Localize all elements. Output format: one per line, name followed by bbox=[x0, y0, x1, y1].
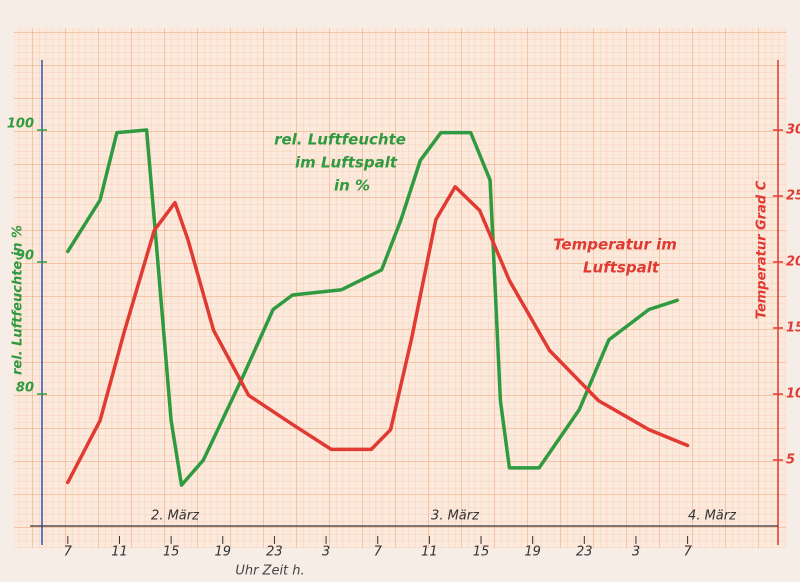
x-tick-label: 7 bbox=[683, 545, 692, 560]
x-tick-label: 7 bbox=[374, 545, 383, 560]
annotation: Temperatur im bbox=[553, 236, 677, 254]
y-tick-label: 90 bbox=[16, 249, 34, 264]
date-label: 3. März bbox=[431, 509, 480, 524]
grid-paper bbox=[14, 28, 786, 548]
y2-tick-label: 10 bbox=[786, 387, 800, 402]
x-tick-label: 11 bbox=[111, 545, 128, 560]
x-tick-label: 23 bbox=[266, 545, 283, 560]
x-axis-label: Uhr Zeit h. bbox=[235, 564, 304, 579]
series-line bbox=[66, 128, 680, 487]
x-tick-label: 23 bbox=[576, 545, 593, 560]
annotation: rel. Luftfeuchte bbox=[274, 131, 406, 149]
date-label: 2. März bbox=[151, 509, 200, 524]
x-tick-label: 19 bbox=[524, 545, 541, 560]
annotation: Luftspalt bbox=[583, 259, 660, 277]
annotation: in % bbox=[334, 177, 370, 195]
y2-axis-label: Temperatur Grad C bbox=[755, 180, 770, 319]
x-tick-label: 3 bbox=[632, 545, 640, 560]
y2-tick-label: 30 bbox=[786, 123, 800, 138]
y2-tick-label: 20 bbox=[786, 255, 800, 270]
x-tick-label: 15 bbox=[473, 545, 490, 560]
x-tick-label: 3 bbox=[322, 545, 330, 560]
x-tick-label: 11 bbox=[421, 545, 438, 560]
annotation: im Luftspalt bbox=[295, 154, 398, 172]
x-tick-label: 19 bbox=[214, 545, 231, 560]
y-axis-label: rel. Luftfeuchte in % bbox=[11, 225, 26, 375]
y2-tick-label: 15 bbox=[786, 321, 800, 336]
x-tick-label: 7 bbox=[64, 545, 73, 560]
date-label: 4. März bbox=[688, 509, 737, 524]
series-line bbox=[66, 185, 690, 485]
x-tick-label: 15 bbox=[163, 545, 180, 560]
y-tick-label: 100 bbox=[7, 117, 34, 132]
y2-tick-label: 25 bbox=[786, 189, 800, 204]
y2-tick-label: 5 bbox=[786, 453, 795, 468]
y-tick-label: 80 bbox=[16, 381, 34, 396]
